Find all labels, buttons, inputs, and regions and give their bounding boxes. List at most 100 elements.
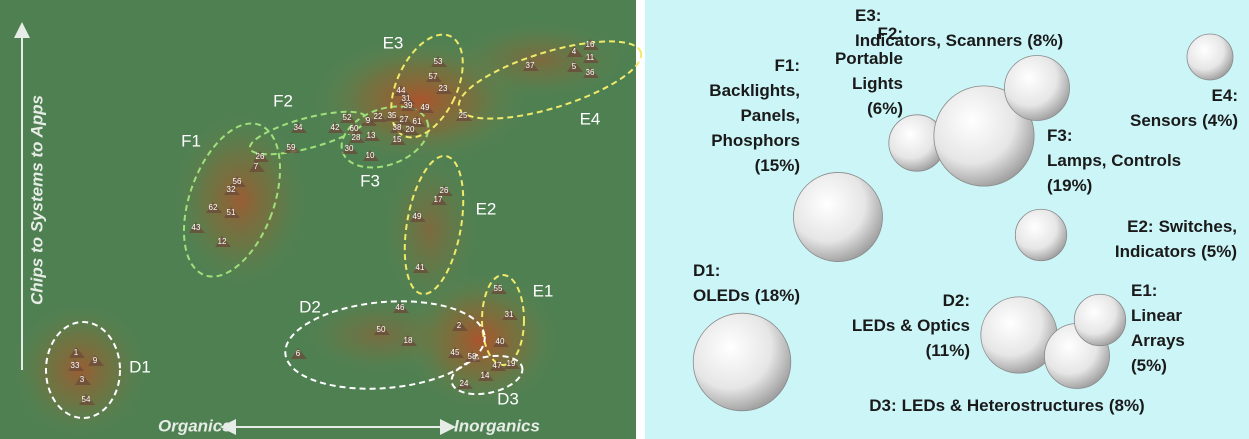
cluster-outline [340,105,430,169]
share-label: (19%) [1047,176,1092,195]
point-marker [253,151,269,162]
point-label: 26 [440,186,449,195]
bubble-label: Phosphors [711,131,800,150]
point-label: 15 [393,135,402,144]
bubble [1004,55,1070,121]
bubble-label: (6%) [867,99,903,118]
point-label: 24 [460,379,469,388]
point-marker [88,355,104,366]
point-label: 47 [493,361,502,370]
y-axis-label: Chips to Systems to Apps [27,95,46,305]
share-label: (11%) [926,341,970,360]
point-marker [431,56,447,67]
bubble-label: D3: LEDs & Heterostructures (8%) [869,396,1144,415]
bubble-label: D1: [693,261,720,280]
point-marker [328,122,344,133]
point-label: 38 [393,123,402,132]
point-marker [215,236,231,247]
point-marker [431,194,447,205]
point-label: 22 [374,112,383,121]
share-label: (4%) [1202,111,1238,130]
point-label: 27 [400,115,409,124]
point-label: 6 [296,349,301,358]
point-marker [403,124,419,135]
bubble [793,172,883,262]
point-label: 61 [413,117,422,126]
point-label: 23 [439,84,448,93]
point-marker [452,320,468,331]
point-marker [410,116,426,127]
label-text: Indicators, Scanners [855,31,1022,50]
point-label: 51 [227,208,236,217]
cluster-outline [182,122,282,278]
point-label: 28 [352,133,361,142]
cluster-label: F1 [181,131,201,150]
point-label: 32 [227,185,236,194]
cluster-outline [248,110,368,156]
point-marker [478,370,494,381]
point-label: 17 [434,195,443,204]
point-marker [390,134,406,145]
point-marker [401,100,417,111]
point-label: 60 [350,124,359,133]
cluster-label: F2 [273,91,293,110]
label-text: Backlights, [709,81,800,100]
point-label: 50 [377,325,386,334]
point-label: 5 [572,62,577,71]
point-marker [224,207,240,218]
point-marker [418,102,434,113]
point-label: 43 [192,223,201,232]
point-marker [374,324,390,335]
point-marker [390,122,406,133]
label-text: Lights [852,74,903,93]
point-label: 58 [468,352,477,361]
label-text: Sensors [1130,111,1197,130]
point-marker [567,61,583,72]
bubble-label: E1: [1131,281,1157,300]
bubble-label: Linear [1131,306,1182,325]
point-label: 36 [586,68,595,77]
share-label: (18%) [755,286,800,305]
point-marker [230,176,246,187]
point-label: 49 [421,103,430,112]
cluster-label: E4 [580,109,601,128]
point-marker [291,122,307,133]
label-text: Switches, [1159,217,1237,236]
point-marker [69,347,85,358]
bubble-label: F1: [775,56,801,75]
bubble-label: Backlights, [709,81,800,100]
bubble-label: Portable [835,49,903,68]
point-label: 11 [586,53,595,62]
point-label: 37 [526,61,535,70]
bubble-label: E2: Switches, [1127,217,1237,236]
cluster-outline [450,354,524,396]
point-marker [385,110,401,121]
bubble-label: (19%) [1047,176,1092,195]
point-label: 2 [457,321,462,330]
bubble-label: Sensors (4%) [1130,111,1238,130]
point-marker [399,93,415,104]
point-marker [363,150,379,161]
share-label: (5%) [1131,356,1167,375]
point-marker [371,111,387,122]
point-label: 10 [366,151,375,160]
bubble-label: Lamps, Controls [1047,151,1181,170]
cluster-label: D1 [129,357,151,376]
point-marker [401,335,417,346]
cluster-outline [284,300,486,390]
point-marker [502,309,518,320]
point-marker [284,142,300,153]
cluster-outline [390,33,464,139]
point-marker [393,302,409,313]
label-text: F2: [878,24,904,43]
point-label: 44 [397,86,406,95]
share-label: (8%) [1109,396,1145,415]
point-marker [224,184,240,195]
point-marker [465,351,481,362]
point-marker [523,60,539,71]
point-marker [490,360,506,371]
label-text: LEDs & Optics [852,316,970,335]
bubble [1186,33,1234,81]
point-marker [79,394,95,405]
